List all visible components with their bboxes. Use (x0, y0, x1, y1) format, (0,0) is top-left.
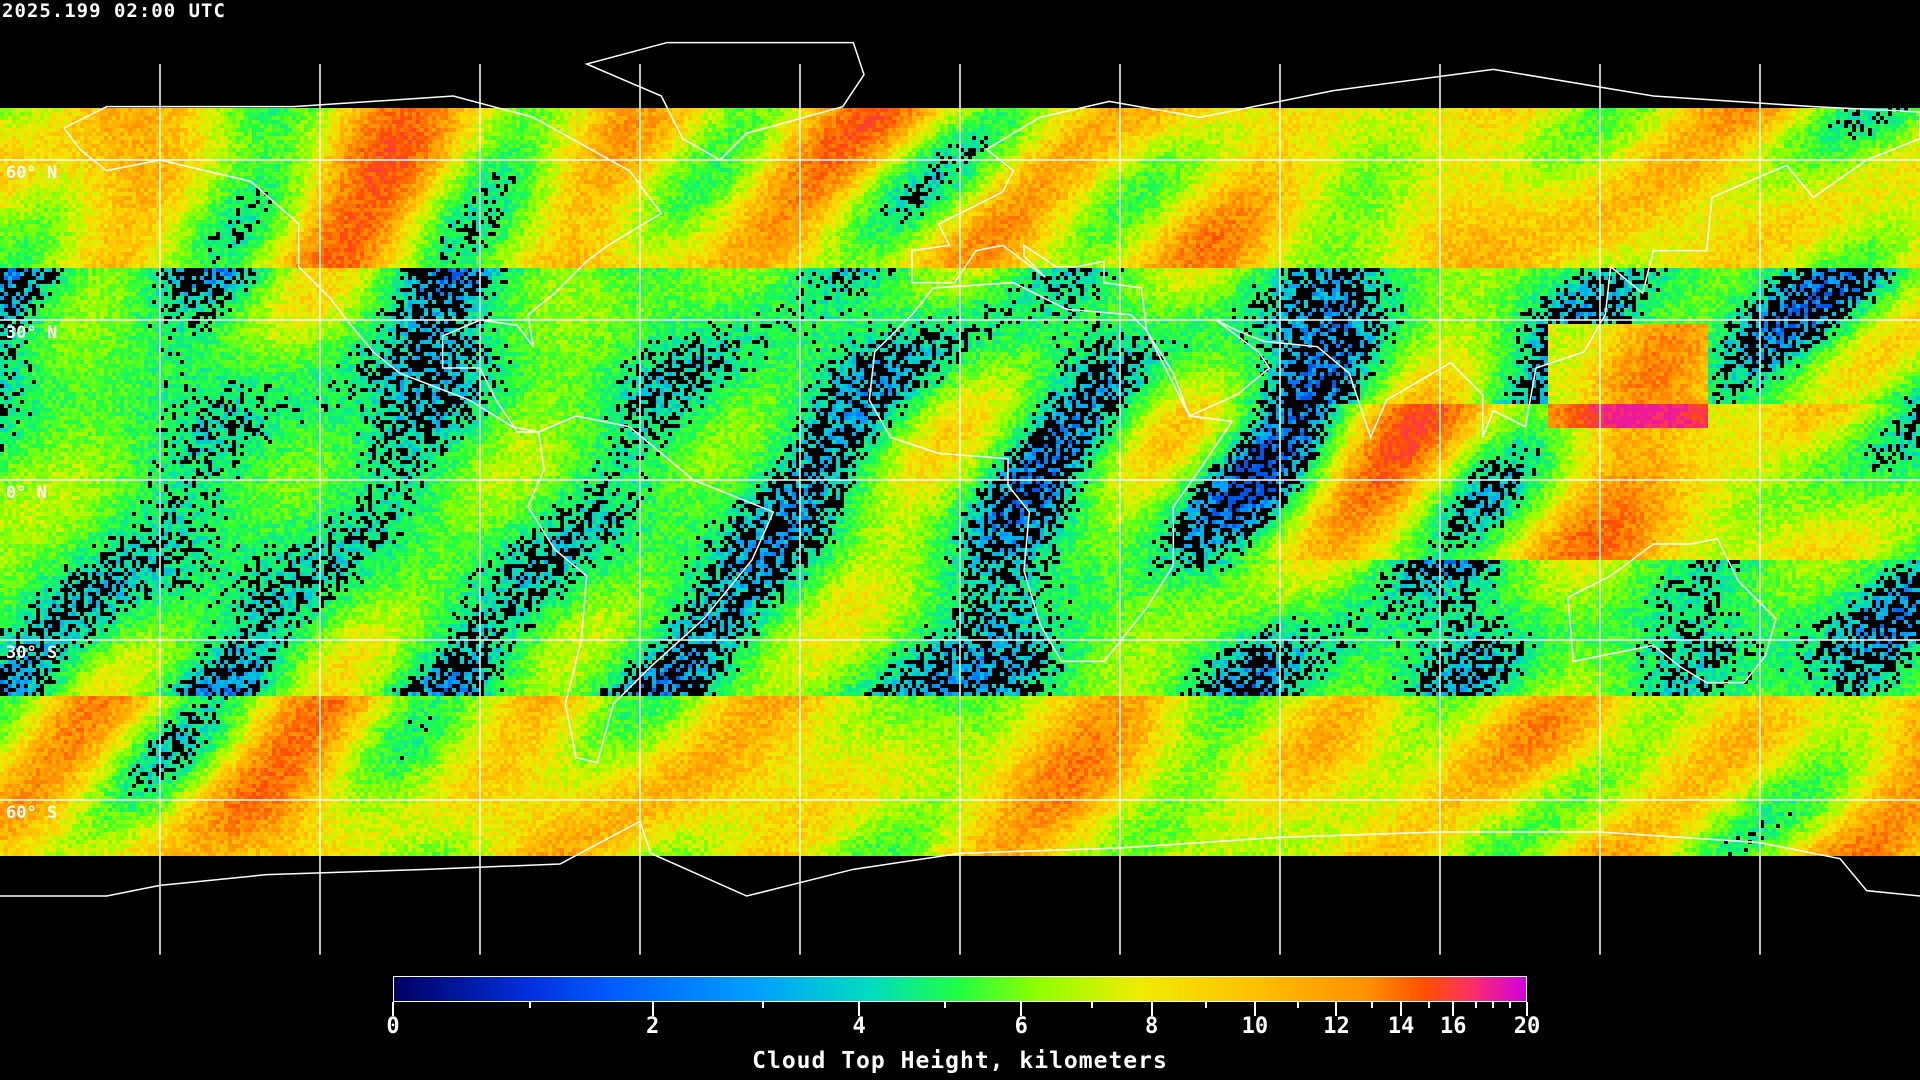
minor-tick (944, 1002, 947, 1008)
minor-tick (1491, 1002, 1494, 1008)
cloud-top-height-map: 2025.199 02:00 UTC 60° N 30° N 0° N 30° … (0, 0, 1920, 960)
major-tick (1400, 1002, 1403, 1016)
minor-tick (761, 1002, 764, 1008)
tick-label: 8 (1145, 1014, 1159, 1039)
tick-label: 16 (1440, 1014, 1467, 1039)
minor-tick (1428, 1002, 1431, 1008)
tick-label: 6 (1014, 1014, 1028, 1039)
coastline-greenland (584, 41, 865, 161)
tick-label: 12 (1323, 1014, 1350, 1039)
colorbar-title: Cloud Top Height, kilometers (752, 1048, 1168, 1074)
major-tick (1020, 1002, 1023, 1016)
coastline-africa (868, 281, 1234, 663)
major-tick (1452, 1002, 1455, 1016)
major-tick (651, 1002, 654, 1016)
coastline-north-america (63, 95, 663, 433)
coastline-eurasia (911, 68, 1920, 440)
coastline-australia (1567, 537, 1777, 684)
tick-label: 10 (1241, 1014, 1269, 1039)
lat-label-60n: 60° N (6, 163, 58, 183)
minor-tick (1474, 1002, 1477, 1008)
timestamp: 2025.199 02:00 UTC (2, 0, 226, 22)
lat-label-30s: 30° S (6, 643, 58, 663)
minor-tick (1370, 1002, 1373, 1008)
minor-tick (1508, 1002, 1511, 1008)
major-tick (1526, 1002, 1528, 1016)
major-tick (858, 1002, 861, 1016)
map-overlay (0, 41, 1920, 955)
minor-tick (1205, 1002, 1208, 1008)
minor-tick (1296, 1002, 1299, 1008)
lat-label-60s: 60° S (6, 803, 58, 823)
major-tick (1150, 1002, 1153, 1016)
tick-label: 4 (852, 1014, 866, 1039)
lat-label-30n: 30° N (6, 323, 58, 343)
lat-label-0n: 0° N (6, 483, 47, 503)
tick-label: 0 (386, 1014, 400, 1039)
major-tick (392, 1002, 394, 1016)
tick-label: 14 (1387, 1014, 1415, 1039)
tick-label: 2 (646, 1014, 660, 1039)
colorbar-ticks (392, 1002, 1528, 1016)
minor-tick (1090, 1002, 1093, 1008)
colorbar (393, 976, 1527, 1002)
tick-label: 20 (1513, 1014, 1541, 1039)
graticule (0, 64, 1920, 955)
coastline-south-america (527, 415, 775, 764)
major-tick (1335, 1002, 1338, 1016)
minor-tick (529, 1002, 532, 1008)
major-tick (1253, 1002, 1256, 1016)
